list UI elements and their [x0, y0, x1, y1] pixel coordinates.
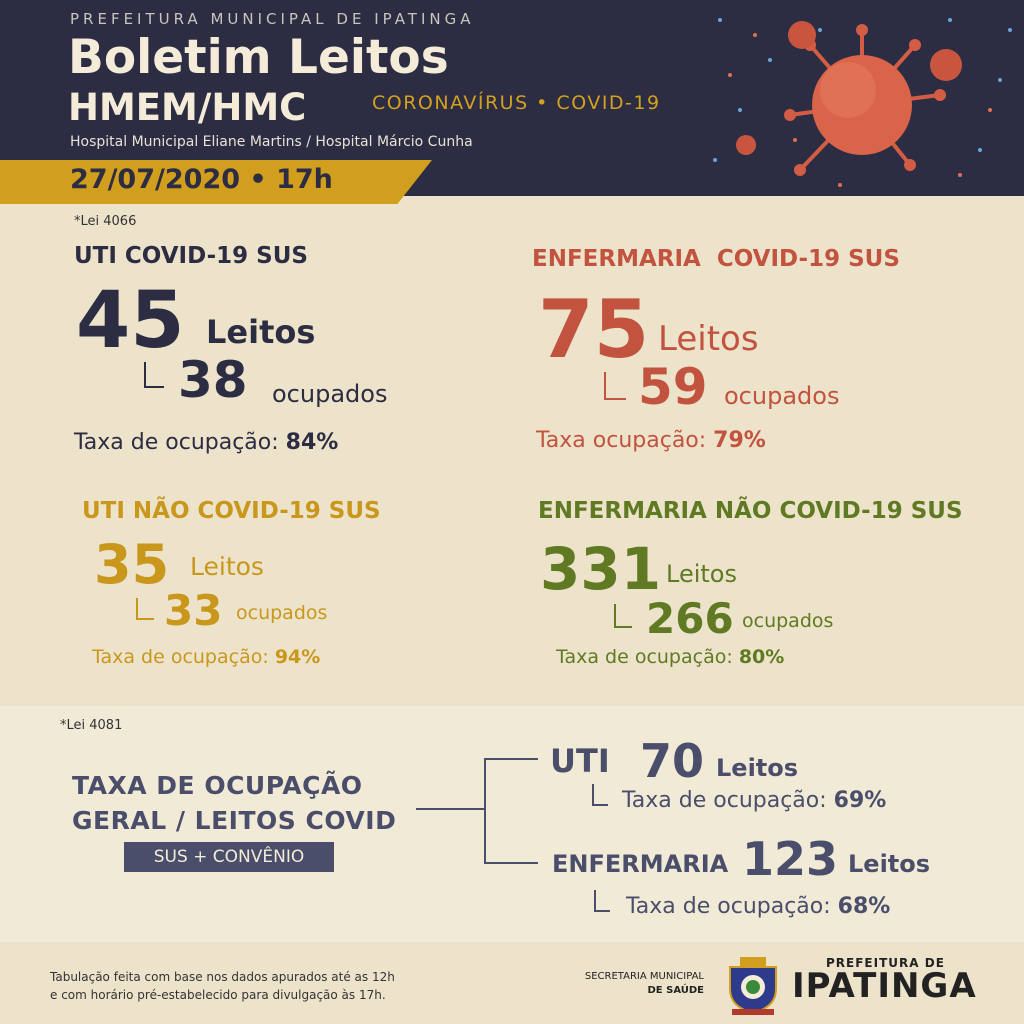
uti-covid-occupied-unit: ocupados — [272, 380, 388, 408]
general-occupancy-panel — [0, 706, 1024, 942]
corner-connector-icon — [604, 372, 626, 400]
general-uti-total: 70 — [640, 734, 705, 788]
enf-nao-covid-total: 331 — [540, 535, 662, 603]
bracket-line — [416, 808, 486, 810]
hospitals-label: Hospital Municipal Eliane Martins / Hosp… — [70, 134, 473, 150]
corner-connector-icon — [614, 604, 632, 628]
general-enfermaria-rate-value: 68% — [837, 894, 891, 919]
enf-nao-covid-total-unit: Leitos — [666, 560, 737, 588]
uti-covid-total: 45 — [76, 276, 185, 366]
footer — [0, 942, 1024, 1024]
corner-connector-icon — [592, 784, 608, 806]
bracket-line — [484, 758, 486, 864]
uti-covid-rate-value: 84% — [285, 430, 339, 455]
logo-ipatinga: IPATINGA — [792, 966, 977, 1006]
virus-icon — [713, 18, 1012, 187]
bracket-line — [484, 758, 538, 760]
enf-covid-total-unit: Leitos — [658, 319, 759, 359]
enf-covid-occupied-unit: ocupados — [724, 382, 840, 410]
general-enfermaria-total-unit: Leitos — [848, 850, 931, 878]
bulletin-title: Boletim Leitos — [68, 30, 449, 85]
enf-covid-rate-value: 79% — [713, 428, 766, 453]
enf-nao-covid-title: ENFERMARIA NÃO COVID-19 SUS — [538, 498, 963, 524]
sus-convenio-badge: SUS + CONVÊNIO — [124, 842, 334, 872]
date-band — [0, 160, 432, 204]
general-enfermaria-total: 123 — [742, 832, 839, 886]
uti-nao-covid-occupied: 33 — [164, 586, 223, 635]
enf-covid-title: ENFERMARIA COVID-19 SUS — [532, 246, 900, 272]
bracket-line — [484, 862, 538, 864]
corner-connector-icon — [136, 598, 154, 620]
general-occupancy-title: TAXA DE OCUPAÇÃO GERAL / LEITOS COVID — [72, 771, 397, 835]
general-uti-total-unit: Leitos — [716, 754, 799, 782]
enf-nao-covid-occupied: 266 — [646, 594, 734, 643]
uti-covid-rate: Taxa de ocupação: 84% — [74, 430, 339, 455]
footer-note: Tabulação feita com base nos dados apura… — [50, 970, 395, 1002]
bulletin-date: 27/07/2020 • 17h — [70, 164, 333, 195]
general-uti-rate: Taxa de ocupação: 69% — [622, 788, 887, 813]
uti-nao-covid-total-unit: Leitos — [190, 552, 264, 581]
enf-nao-covid-rate: Taxa de ocupação: 80% — [556, 646, 785, 668]
uti-nao-covid-occupied-unit: ocupados — [236, 602, 328, 624]
uti-nao-covid-title: UTI NÃO COVID-19 SUS — [82, 498, 381, 524]
general-uti-label: UTI — [550, 742, 610, 780]
general-enfermaria-label: ENFERMARIA — [552, 850, 729, 878]
enf-covid-rate: Taxa ocupação: 79% — [536, 428, 766, 453]
prefeitura-label: PREFEITURA MUNICIPAL DE IPATINGA — [70, 10, 475, 28]
covid-tag: CORONAVÍRUS • COVID-19 — [372, 92, 661, 114]
enf-covid-occupied: 59 — [638, 358, 708, 416]
law-note: *Lei 4066 — [74, 214, 137, 229]
ipatinga-crest-icon — [729, 957, 777, 1015]
law-note: *Lei 4081 — [60, 718, 123, 733]
uti-covid-total-unit: Leitos — [206, 313, 316, 351]
enf-nao-covid-occupied-unit: ocupados — [742, 610, 834, 632]
corner-connector-icon — [594, 890, 610, 912]
uti-nao-covid-rate: Taxa de ocupação: 94% — [92, 646, 321, 668]
general-enfermaria-rate: Taxa de ocupação: 68% — [626, 894, 891, 919]
uti-nao-covid-rate-value: 94% — [274, 646, 321, 668]
enf-nao-covid-rate-value: 80% — [738, 646, 785, 668]
corner-connector-icon — [144, 362, 164, 388]
secretaria-label: SECRETARIA MUNICIPAL DE SAÚDE — [584, 971, 704, 996]
bulletin-subtitle: HMEM/HMC — [68, 86, 307, 129]
logo-prefeitura-label: PREFEITURA DE — [826, 956, 945, 970]
uti-nao-covid-total: 35 — [94, 533, 170, 596]
general-uti-rate-value: 69% — [833, 788, 887, 813]
enf-covid-total: 75 — [538, 283, 650, 376]
uti-covid-title: UTI COVID-19 SUS — [74, 243, 308, 269]
uti-covid-occupied: 38 — [178, 351, 248, 409]
